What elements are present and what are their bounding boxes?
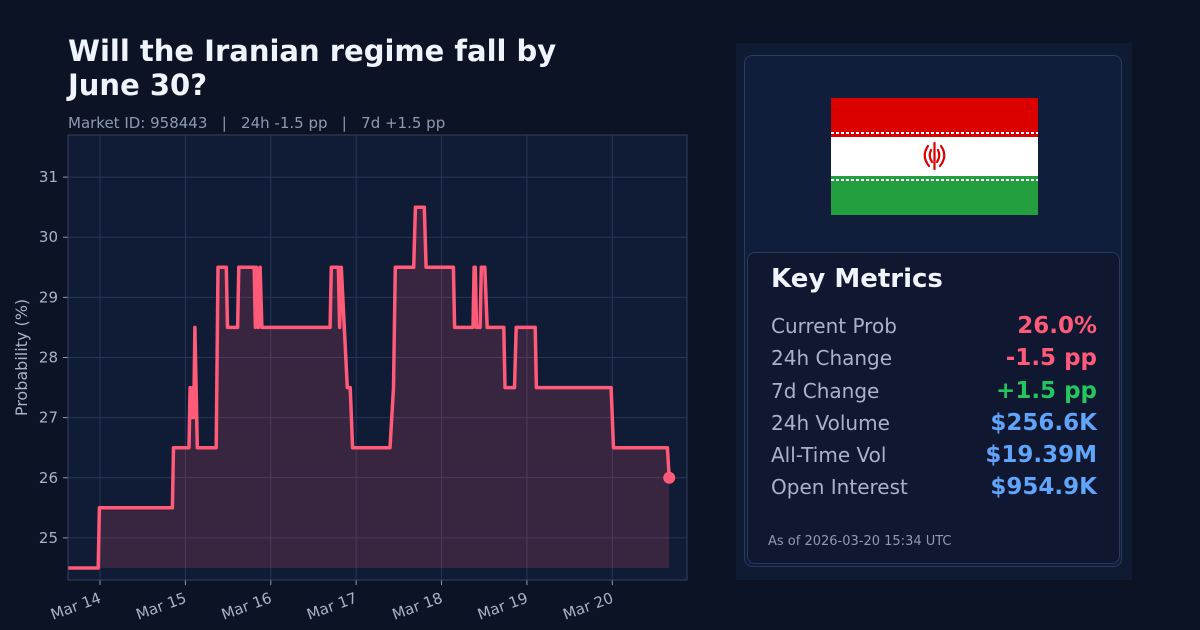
x-tick-label: Mar 15 <box>134 589 189 624</box>
metric-label: 24h Change <box>771 346 893 370</box>
y-tick-label: 28 <box>39 349 58 367</box>
series-area-fill <box>69 207 670 568</box>
iran-flag-icon <box>831 98 1038 215</box>
last-point-marker <box>663 471 676 484</box>
y-tick-label: 30 <box>39 228 58 246</box>
probability-chart: 25 26 27 28 29 30 31 Mar 14 Mar 15 Mar 16 Mar 17 Ma… <box>12 134 688 624</box>
x-tick-label: Mar 18 <box>390 589 445 624</box>
x-tick-label: Mar 14 <box>48 589 103 624</box>
y-tick-label: 26 <box>39 469 58 487</box>
market-subtitle: Market ID: 958443 | 24h -1.5 pp | 7d +1.… <box>68 114 446 132</box>
y-tick-label: 25 <box>39 529 58 547</box>
as-of-timestamp: As of 2026-03-20 15:34 UTC <box>768 534 952 549</box>
metric-row-all-time-vol: All-Time Vol $19.39M <box>771 441 1097 471</box>
metric-row-24h-change: 24h Change -1.5 pp <box>771 344 1097 374</box>
metric-value: $19.39M <box>985 442 1097 468</box>
metric-label: Current Prob <box>771 314 897 338</box>
page-title: Will the Iranian regime fall by June 30? <box>68 34 557 102</box>
metric-value: -1.5 pp <box>1005 345 1097 371</box>
y-tick-label: 27 <box>39 409 58 427</box>
y-tick-label: 29 <box>39 288 58 306</box>
plot-frame <box>67 134 688 581</box>
y-tick-label: 31 <box>39 168 58 186</box>
metric-value: $954.9K <box>990 474 1097 500</box>
x-tick-label: Mar 16 <box>219 589 274 624</box>
metric-row-open-interest: Open Interest $954.9K <box>771 473 1097 503</box>
metric-value: $256.6K <box>990 410 1097 436</box>
y-axis-label: Probability (%) <box>12 299 31 416</box>
key-metrics-box <box>747 252 1120 564</box>
x-tick-label: Mar 20 <box>560 589 615 624</box>
metric-label: 7d Change <box>771 379 880 403</box>
metric-label: 24h Volume <box>771 411 890 435</box>
metric-value: +1.5 pp <box>996 378 1097 404</box>
x-tick-label: Mar 17 <box>304 589 359 624</box>
metric-row-24h-volume: 24h Volume $256.6K <box>771 409 1097 439</box>
key-metrics-title: Key Metrics <box>771 264 943 294</box>
series-line <box>68 205 671 570</box>
metric-row-current-prob: Current Prob 26.0% <box>771 312 1097 342</box>
metric-value: 26.0% <box>1017 313 1097 339</box>
metric-label: Open Interest <box>771 475 908 499</box>
x-tick-label: Mar 19 <box>475 589 530 624</box>
metric-label: All-Time Vol <box>771 443 887 467</box>
metric-row-7d-change: 7d Change +1.5 pp <box>771 377 1097 407</box>
